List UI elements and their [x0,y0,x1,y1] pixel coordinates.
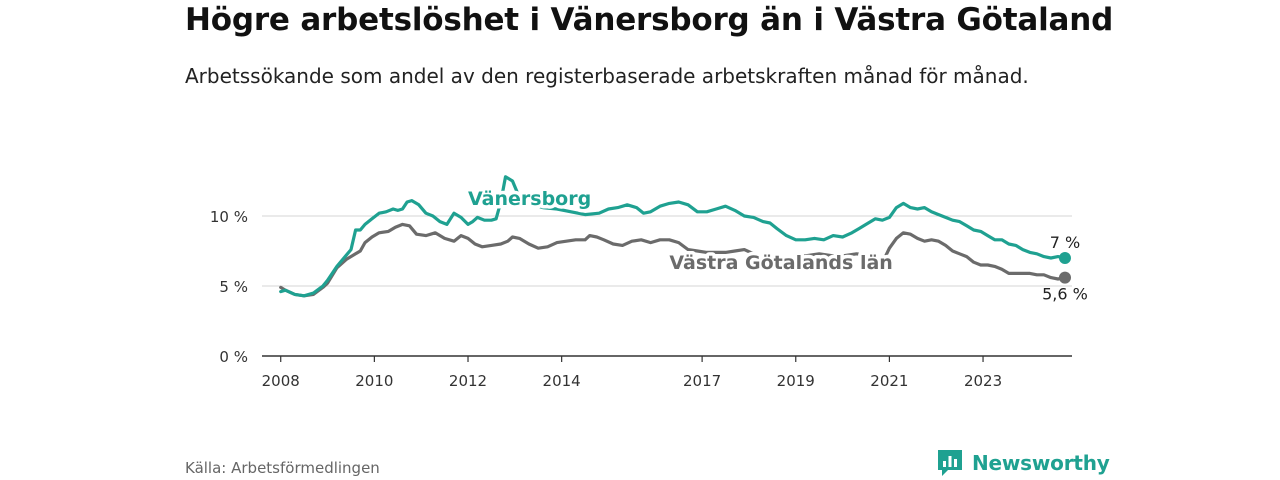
x-tick-label: 2019 [777,372,815,390]
y-tick-label: 0 % [219,348,248,366]
series-lines [279,175,1071,298]
end-value-label-vastra-gotaland: 5,6 % [1042,285,1088,304]
y-tick-label: 5 % [219,278,248,296]
x-tick-label: 2017 [683,372,721,390]
series-label-vanersborg: Vänersborg [468,188,591,210]
series-label-vastra-gotaland: Västra Götalands län [669,252,892,274]
x-tick-label: 2008 [262,372,300,390]
series-labels: 7 % 5,6 % Vänersborg Västra Götalands län [465,184,1088,304]
x-tick-label: 2023 [964,372,1002,390]
brand-logo: Newsworthy [936,448,1110,478]
axes: 0 % 5 % 10 % 2008 2010 2012 2014 2017 2019 2021 20… [210,208,1072,390]
brand-name: Newsworthy [972,451,1110,475]
source-note: Källa: Arbetsförmedlingen [185,459,380,477]
end-marker-vastra-gotaland [1058,271,1071,284]
end-value-label-vanersborg: 7 % [1050,233,1080,252]
grid-lines [262,215,1072,287]
x-tick-label: 2021 [870,372,908,390]
x-tick-label: 2014 [543,372,581,390]
chart-subtitle: Arbetssökande som andel av den registerb… [185,64,1029,88]
y-tick-label: 10 % [210,208,248,226]
series-line-vastra-gotaland [279,222,1067,298]
x-tick-label: 2010 [355,372,393,390]
end-marker-vanersborg [1058,252,1071,264]
x-tick-label: 2012 [449,372,487,390]
series-line-vanersborg [279,175,1067,298]
bar-chart-icon [938,450,962,476]
chart-title: Högre arbetslöshet i Vänersborg än i Väs… [185,2,1114,38]
